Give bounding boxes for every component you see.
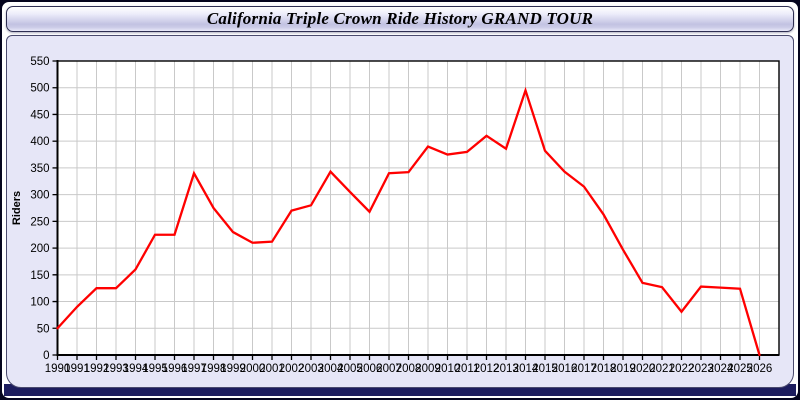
y-axis-title: Riders: [11, 191, 23, 225]
svg-text:2018: 2018: [591, 363, 617, 375]
series-line-riders: [56, 86, 761, 357]
svg-text:550: 550: [30, 56, 49, 68]
svg-text:1995: 1995: [142, 363, 168, 375]
svg-text:2015: 2015: [532, 363, 558, 375]
svg-text:450: 450: [30, 109, 49, 121]
svg-text:2008: 2008: [396, 363, 422, 375]
svg-text:2025: 2025: [727, 363, 753, 375]
svg-text:0: 0: [43, 350, 49, 362]
svg-text:2024: 2024: [708, 363, 734, 375]
svg-text:2002: 2002: [279, 363, 305, 375]
svg-text:400: 400: [30, 136, 49, 148]
svg-text:2010: 2010: [435, 363, 461, 375]
svg-text:2012: 2012: [474, 363, 500, 375]
svg-text:1999: 1999: [220, 363, 246, 375]
svg-text:250: 250: [30, 216, 49, 228]
svg-text:2004: 2004: [318, 363, 344, 375]
svg-text:2000: 2000: [240, 363, 266, 375]
svg-text:2003: 2003: [298, 363, 324, 375]
svg-text:50: 50: [37, 323, 50, 335]
svg-text:2011: 2011: [455, 363, 480, 375]
svg-text:1992: 1992: [84, 363, 110, 375]
svg-text:1998: 1998: [201, 363, 227, 375]
svg-text:1997: 1997: [181, 363, 207, 375]
plot-area: [57, 61, 779, 355]
svg-text:2019: 2019: [610, 363, 636, 375]
svg-text:500: 500: [30, 83, 49, 95]
svg-text:2017: 2017: [571, 363, 597, 375]
y-tick-marks: [52, 60, 58, 356]
svg-text:150: 150: [30, 270, 49, 282]
x-tick-marks: [56, 355, 761, 360]
svg-text:2006: 2006: [357, 363, 383, 375]
svg-text:2021: 2021: [649, 363, 675, 375]
x-tick-labels: 1990199119921993199419951996199719981999…: [45, 363, 773, 375]
title-bar: California Triple Crown Ride History GRA…: [6, 6, 794, 32]
y-tick-labels: 0 50 100 150 200 250 300 350 400 450 500 550: [30, 56, 49, 362]
svg-text:2013: 2013: [493, 363, 519, 375]
ride-history-chart: 0501001502002503003504004505005501990199…: [11, 56, 780, 375]
svg-text:2005: 2005: [337, 363, 363, 375]
svg-text:2009: 2009: [415, 363, 441, 375]
svg-text:1990: 1990: [45, 363, 71, 375]
svg-text:1991: 1991: [64, 363, 90, 375]
svg-text:2023: 2023: [688, 363, 714, 375]
svg-text:2022: 2022: [669, 363, 695, 375]
svg-text:300: 300: [30, 190, 49, 202]
svg-text:1996: 1996: [162, 363, 188, 375]
svg-text:2007: 2007: [376, 363, 402, 375]
grid-lines: [57, 60, 779, 355]
chart-panel: 0 50 100 150 200 250 300 350 400 450 500 550 1990 199…: [6, 35, 794, 388]
svg-text:200: 200: [30, 243, 49, 255]
page-title: California Triple Crown Ride History GRA…: [206, 9, 594, 28]
svg-text:2016: 2016: [552, 363, 578, 375]
svg-text:2014: 2014: [513, 363, 539, 375]
svg-text:2020: 2020: [630, 363, 656, 375]
svg-text:100: 100: [30, 297, 49, 309]
svg-text:350: 350: [30, 163, 49, 175]
svg-text:2026: 2026: [747, 363, 773, 375]
svg-text:1993: 1993: [103, 363, 129, 375]
svg-text:1994: 1994: [123, 363, 149, 375]
svg-text:2001: 2001: [259, 363, 285, 375]
axis-lines: [56, 60, 779, 356]
